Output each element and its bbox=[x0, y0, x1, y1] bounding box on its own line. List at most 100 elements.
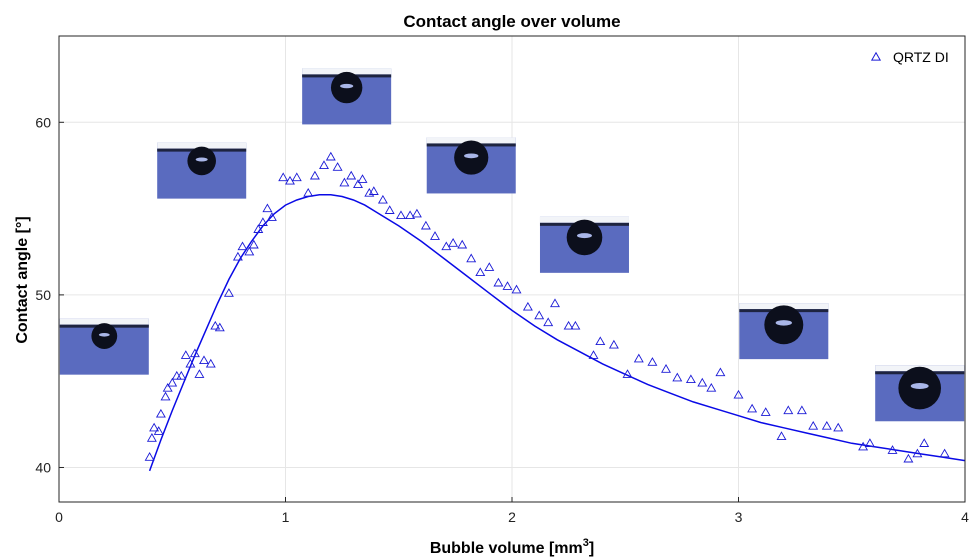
data-point bbox=[237, 241, 248, 251]
data-point bbox=[484, 262, 495, 271]
data-point bbox=[266, 212, 277, 221]
data-point bbox=[353, 179, 363, 189]
droplet-image-7 bbox=[875, 365, 965, 422]
data-point bbox=[919, 438, 930, 447]
data-point bbox=[887, 445, 898, 454]
y-axis-label: Contact angle [°] bbox=[14, 216, 31, 343]
data-point bbox=[475, 267, 486, 277]
data-point bbox=[253, 224, 264, 233]
data-point bbox=[384, 205, 395, 214]
data-point bbox=[262, 203, 273, 213]
legend-label: QRTZ DI bbox=[893, 49, 949, 65]
data-point bbox=[672, 372, 683, 382]
data-point bbox=[858, 441, 869, 451]
data-point bbox=[633, 353, 644, 363]
data-point bbox=[248, 239, 259, 249]
data-point bbox=[420, 220, 431, 230]
data-point bbox=[466, 253, 477, 263]
data-point bbox=[903, 453, 914, 463]
data-point bbox=[357, 174, 368, 183]
data-point bbox=[543, 317, 554, 327]
data-point bbox=[733, 389, 744, 399]
data-point bbox=[760, 407, 771, 416]
x-axis-label-main: Bubble volume [mm bbox=[430, 540, 583, 557]
data-point bbox=[864, 438, 875, 447]
chart-title: Contact angle over volume bbox=[403, 12, 620, 31]
data-point bbox=[155, 408, 166, 418]
data-point bbox=[706, 382, 717, 392]
data-point bbox=[441, 241, 452, 251]
legend: QRTZ DI bbox=[870, 49, 949, 65]
data-point bbox=[808, 420, 819, 430]
y-tick-label-2: 60 bbox=[35, 114, 51, 130]
data-point bbox=[833, 422, 844, 432]
data-point bbox=[411, 208, 422, 218]
data-point bbox=[291, 172, 302, 182]
data-point bbox=[199, 355, 209, 365]
x-tick-label-4: 4 bbox=[961, 509, 969, 525]
data-point bbox=[189, 348, 200, 358]
data-point bbox=[493, 277, 504, 287]
data-point bbox=[647, 357, 658, 366]
data-point bbox=[325, 151, 336, 161]
droplet-image-group bbox=[59, 68, 965, 422]
droplet-image-6 bbox=[739, 303, 829, 360]
data-point bbox=[715, 367, 726, 377]
x-tick-label-3: 3 bbox=[735, 509, 743, 525]
data-point bbox=[153, 426, 164, 435]
data-point bbox=[210, 320, 221, 330]
data-point bbox=[685, 374, 696, 384]
data-point bbox=[162, 382, 173, 392]
data-point bbox=[796, 405, 807, 415]
data-point bbox=[194, 369, 205, 378]
x-axis-label-superscript: 3 bbox=[583, 537, 589, 549]
data-point bbox=[171, 370, 182, 380]
data-point bbox=[405, 210, 416, 220]
data-point bbox=[149, 422, 160, 432]
data-point bbox=[570, 320, 581, 330]
y-tick-label-1: 50 bbox=[35, 287, 51, 303]
data-point bbox=[396, 210, 406, 220]
x-tick-label-0: 0 bbox=[55, 509, 63, 525]
x-tick-label-1: 1 bbox=[282, 509, 290, 525]
x-axis-label: Bubble volume [mm3] bbox=[430, 537, 594, 557]
data-point bbox=[364, 187, 375, 197]
fit-curve bbox=[148, 194, 966, 472]
data-point bbox=[303, 187, 314, 197]
data-point bbox=[783, 405, 794, 415]
data-point bbox=[146, 432, 157, 442]
data-point bbox=[244, 246, 255, 256]
data-point bbox=[319, 160, 329, 170]
data-point bbox=[534, 310, 545, 320]
data-point bbox=[232, 251, 243, 261]
data-point bbox=[346, 170, 357, 180]
data-point bbox=[285, 175, 295, 185]
axis-ticks: 0 1 2 3 4 40 50 60 bbox=[35, 114, 969, 525]
data-point bbox=[563, 320, 574, 330]
data-point bbox=[776, 431, 787, 441]
droplet-image-3 bbox=[302, 68, 392, 125]
droplet-image-5 bbox=[539, 216, 629, 273]
data-point bbox=[257, 217, 268, 226]
data-point bbox=[697, 377, 708, 387]
data-point bbox=[430, 231, 440, 240]
data-point bbox=[160, 391, 171, 401]
droplet-image-1 bbox=[59, 318, 149, 375]
data-point bbox=[144, 451, 155, 461]
data-point bbox=[176, 370, 187, 380]
data-point bbox=[821, 420, 832, 430]
data-point bbox=[167, 377, 178, 387]
data-point bbox=[205, 358, 216, 368]
x-tick-label-2: 2 bbox=[508, 509, 516, 525]
data-point bbox=[661, 363, 671, 373]
data-point bbox=[214, 322, 225, 332]
data-point bbox=[448, 237, 459, 247]
data-points bbox=[144, 151, 950, 463]
data-point bbox=[595, 336, 606, 346]
data-point bbox=[747, 403, 758, 413]
x-axis-label-end: ] bbox=[589, 540, 594, 557]
y-tick-label-0: 40 bbox=[35, 459, 51, 475]
legend-marker-triangle bbox=[870, 51, 882, 61]
data-point bbox=[912, 448, 923, 458]
